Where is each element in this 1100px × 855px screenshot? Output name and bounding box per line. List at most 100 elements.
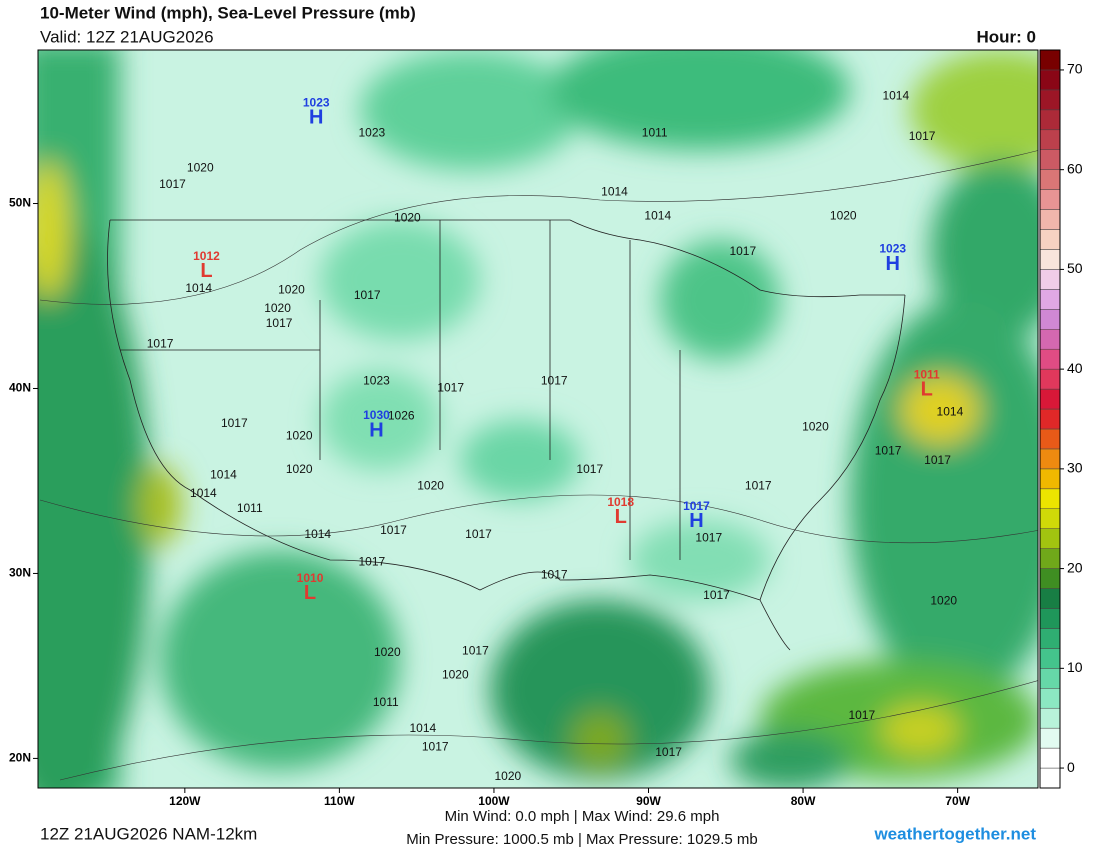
colorbar-tick-label: 60 [1067,160,1083,176]
colorbar-segment [1039,468,1061,490]
pressure-center-letter: H [689,510,703,532]
isobar-label: 1020 [278,283,305,297]
colorbar-segment [1039,309,1061,330]
isobar-label: 1017 [848,708,875,722]
isobar-label: 1017 [462,643,489,657]
lon-tick-label: 70W [945,794,970,808]
isobar-label: 1020 [394,210,421,224]
isobars [39,150,1038,781]
isobar-label: 1017 [354,288,381,302]
colorbar-segment [1039,109,1061,131]
colorbar-tick-label: 0 [1067,759,1075,775]
map-title: 10-Meter Wind (mph), Sea-Level Pressure … [40,3,416,22]
valid-time: Valid: 12Z 21AUG2026 [40,27,214,46]
pressure-center-value: 1023 [879,242,906,256]
isobar-label: 1017 [266,316,293,330]
colorbar-segment [1039,348,1061,370]
isobar-label: 1017 [909,129,936,143]
isobar-label: 1011 [642,125,668,139]
isobar-label: 1017 [358,555,385,569]
pressure-center-value: 1011 [914,368,940,382]
colorbar-segment [1039,668,1061,689]
colorbar-segment [1039,727,1061,749]
pressure-center-letter: H [369,419,383,441]
lat-tick-label: 50N [9,196,31,210]
isobar-label: 1014 [190,486,217,500]
colorbar-segment [1039,747,1061,769]
colorbar-segment [1039,548,1061,569]
site-credit[interactable]: weathertogether.net [873,824,1036,843]
pressure-center-letter: H [885,253,899,275]
isobar-label: 1017 [576,462,603,476]
isobar-label: 1017 [159,177,186,191]
lon-tick-label: 80W [791,794,816,808]
colorbar-segment [1039,388,1061,410]
isobar-label: 1011 [237,501,263,515]
colorbar-tick-label: 10 [1067,659,1083,675]
isobar-label: 1017 [437,381,464,395]
pressure-center-letter: L [200,260,212,282]
wind-shading [38,50,1038,788]
pressure-center-letter: L [921,379,933,401]
colorbar-segment [1039,508,1061,529]
pressure-center-letter: L [615,506,627,528]
colorbar-tick-label: 30 [1067,460,1083,476]
colorbar-segment [1039,428,1061,450]
colorbar-segment [1039,89,1061,111]
pressure-center-value: 1010 [297,571,324,585]
lon-tick-label: 90W [636,794,661,808]
run-label: 12Z 21AUG2026 NAM-12km [40,824,257,843]
isobar-label: 1020 [930,593,957,607]
lon-tick-label: 100W [478,794,510,808]
isobar-label: 1023 [363,373,390,387]
isobar-label: 1014 [304,527,331,541]
colorbar-tick-label: 20 [1067,559,1083,575]
isobar-label: 1017 [703,588,730,602]
lat-tick-label: 30N [9,566,31,580]
map-field [38,50,1038,788]
isobar-label: 1017 [422,739,449,753]
isobar-label: 1014 [210,468,237,482]
colorbar-segment [1039,49,1061,71]
isobar-label: 1017 [745,479,772,493]
isobar-label: 1011 [373,695,399,709]
map-frame [37,49,1039,789]
isobar-label: 1017 [541,373,568,387]
colorbar-segment [1039,648,1061,669]
colorbar-segment [1039,189,1061,210]
colorbar-segment [1039,568,1061,589]
pressure-center-value: 1030 [363,408,390,422]
isobar-label: 1020 [830,209,857,223]
isobar-label: 1020 [417,479,444,493]
colorbar-segment [1039,149,1061,170]
colorbar-tick-label: 40 [1067,360,1083,376]
isobar-label: 1017 [380,523,407,537]
isobar-label: 1014 [185,281,212,295]
colorbar-segment [1039,528,1061,549]
isobar-label: 1020 [187,161,214,175]
lon-tick-label: 120W [169,794,201,808]
isobar-label: 1014 [644,209,671,223]
colorbar-segment [1039,328,1061,350]
isobar-label: 1014 [410,721,437,735]
colorbar-segment [1039,368,1061,390]
lat-tick-label: 20N [9,751,31,765]
colorbar-segment [1039,707,1061,729]
colorbar-segment [1039,269,1061,290]
isobar-label: 1017 [221,416,248,430]
lon-tick-label: 110W [324,794,355,808]
colorbar-segment [1039,488,1061,510]
isobar-label: 1017 [875,444,902,458]
isobar-label: 1020 [802,419,829,433]
boundaries [107,219,906,651]
colorbar-segment [1039,408,1061,430]
isobar-label: 1017 [695,530,722,544]
colorbar-segment [1039,169,1061,190]
isobar-label: 1020 [286,429,313,443]
colorbar-segment [1039,588,1061,609]
isobar-label: 1020 [264,301,291,315]
colorbar-segment [1039,249,1061,270]
